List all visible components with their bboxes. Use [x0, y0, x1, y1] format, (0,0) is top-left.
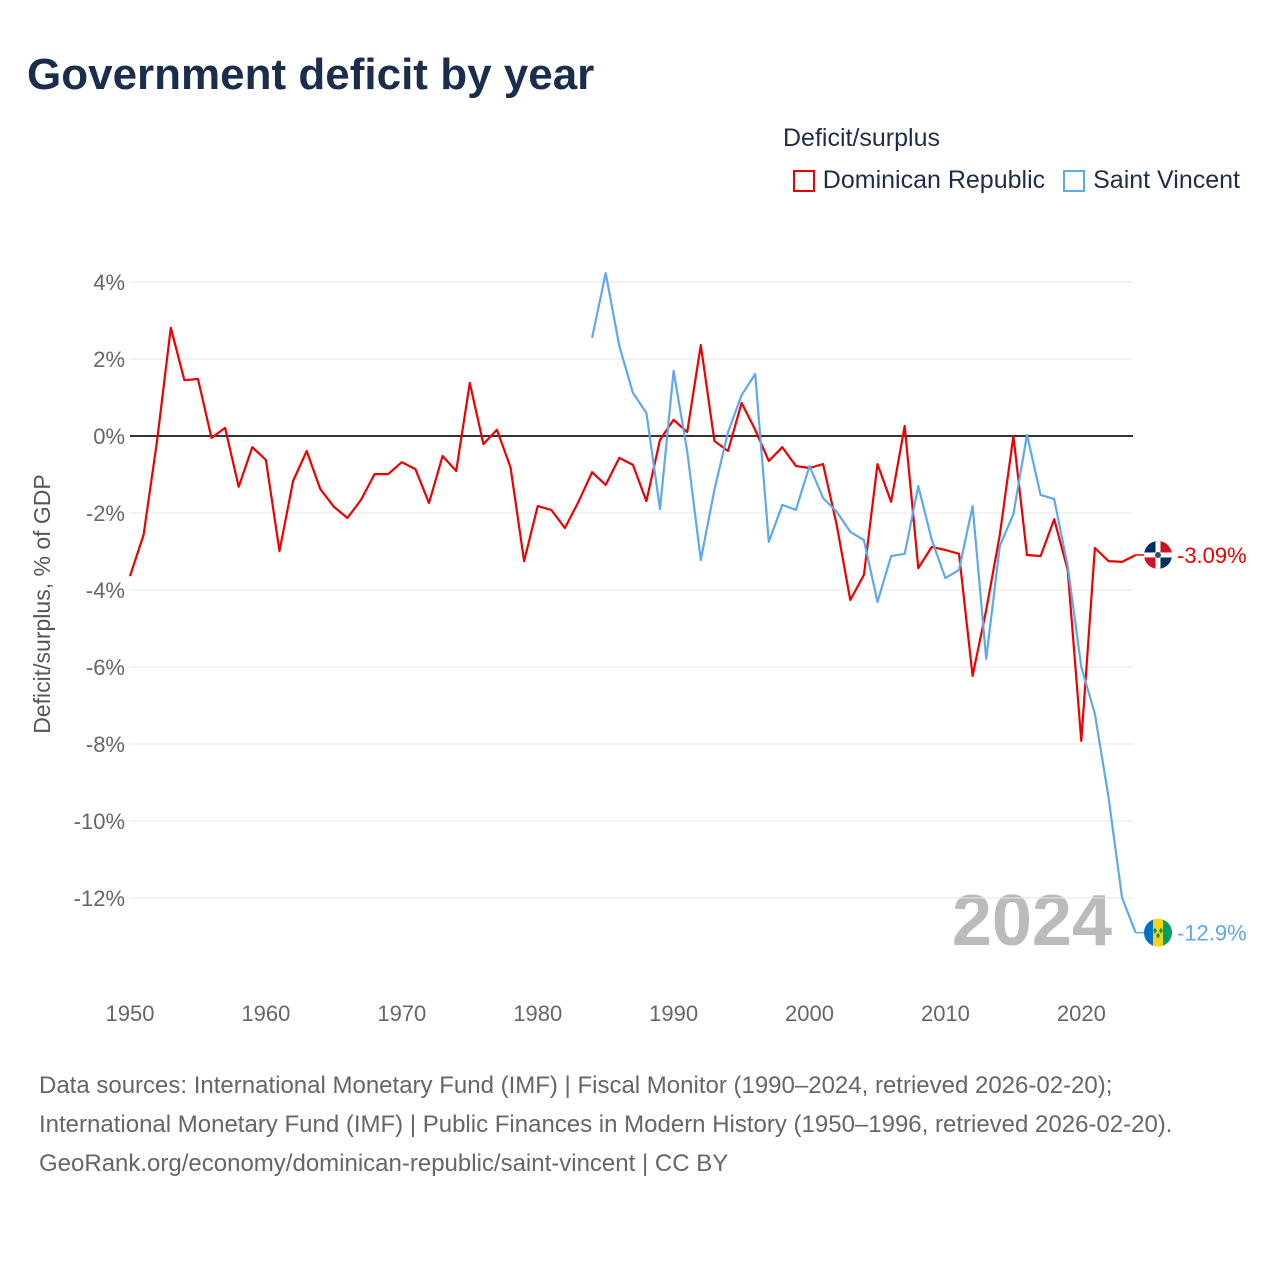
- y-tick-label: 2%: [93, 347, 125, 372]
- y-tick-label: -10%: [74, 809, 125, 834]
- legend-swatch: [792, 169, 815, 192]
- y-axis-label: Deficit/surplus, % of GDP: [29, 474, 55, 733]
- end-value-label: -12.9%: [1177, 921, 1247, 946]
- x-tick-label: 1950: [106, 1001, 155, 1026]
- legend-label: Dominican Republic: [822, 166, 1046, 194]
- dominican-republic-flag-icon: [1144, 540, 1172, 569]
- end-value-label: -3.09%: [1177, 543, 1247, 568]
- y-tick-label: 0%: [93, 424, 125, 449]
- legend-swatch: [1063, 169, 1086, 192]
- x-tick-label: 2000: [785, 1001, 834, 1026]
- y-tick-label: -8%: [86, 732, 125, 757]
- legend-label: Saint Vincent: [1093, 166, 1240, 194]
- series-line-saint-vincent: [591, 272, 1137, 934]
- saint-vincent-flag-icon: [1144, 918, 1172, 947]
- legend-item-dominican-republic[interactable]: Dominican Republic: [792, 166, 1046, 195]
- chart-title: Government deficit by year: [27, 50, 595, 99]
- x-tick-label: 1980: [513, 1001, 562, 1026]
- x-tick-label: 2020: [1057, 1001, 1106, 1026]
- data-sources: Data sources: International Monetary Fun…: [39, 1072, 1173, 1138]
- x-tick-label: 1970: [377, 1001, 426, 1026]
- y-tick-label: -6%: [86, 655, 125, 680]
- legend-item-saint-vincent[interactable]: Saint Vincent: [1063, 166, 1240, 195]
- x-tick-label: 1990: [649, 1001, 698, 1026]
- x-tick-label: 2010: [921, 1001, 970, 1026]
- legend-title: Deficit/surplus: [783, 124, 940, 152]
- y-tick-label: -4%: [86, 578, 125, 603]
- year-watermark: 2024: [952, 881, 1112, 961]
- footer: Data sources: International Monetary Fun…: [39, 1066, 1239, 1183]
- legend: Dominican Republic Saint Vincent: [792, 166, 1240, 195]
- y-tick-label: 4%: [93, 270, 125, 295]
- credit-link[interactable]: GeoRank.org/economy/dominican-republic/s…: [39, 1150, 729, 1177]
- y-tick-label: -2%: [86, 501, 125, 526]
- x-tick-label: 1960: [241, 1001, 290, 1026]
- y-tick-label: -12%: [74, 886, 125, 911]
